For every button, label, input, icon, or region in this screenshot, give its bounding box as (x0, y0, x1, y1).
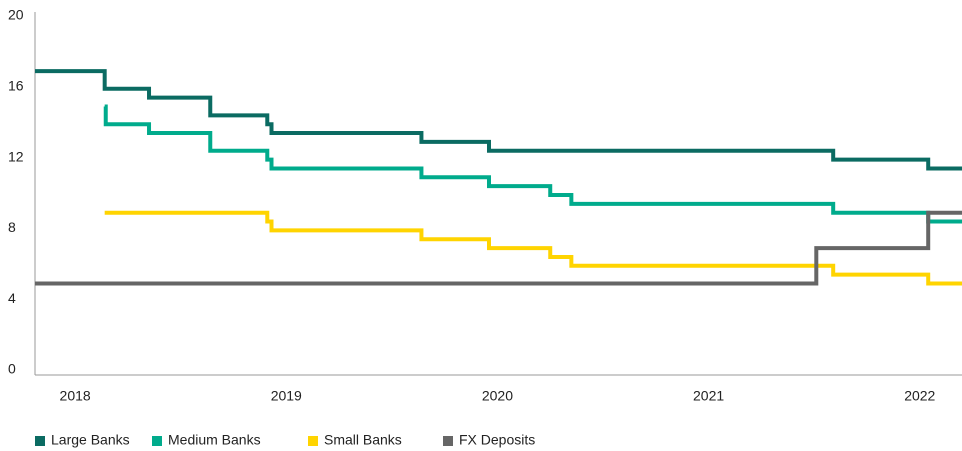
y-tick-label: 20 (8, 7, 24, 23)
x-tick-label: 2022 (904, 388, 935, 404)
series-line (35, 69, 962, 171)
y-tick-label: 0 (8, 361, 16, 377)
x-tick-label: 2019 (271, 388, 302, 404)
y-tick-label: 8 (8, 219, 16, 235)
legend-swatch (35, 436, 45, 446)
series-line (104, 210, 962, 286)
legend-label: Large Banks (51, 432, 130, 448)
x-tick-label: 2018 (60, 388, 91, 404)
legend-label: Small Banks (324, 432, 402, 448)
y-tick-label: 4 (8, 290, 16, 306)
x-tick-label: 2020 (482, 388, 513, 404)
legend-label: FX Deposits (459, 432, 535, 448)
legend-swatch (308, 436, 318, 446)
series-line (35, 210, 962, 286)
x-tick-label: 2021 (693, 388, 724, 404)
y-tick-label: 16 (8, 78, 24, 94)
legend-swatch (152, 436, 162, 446)
y-tick-label: 12 (8, 148, 24, 164)
series-line (103, 104, 962, 224)
legend-swatch (443, 436, 453, 446)
legend-label: Medium Banks (168, 432, 261, 448)
